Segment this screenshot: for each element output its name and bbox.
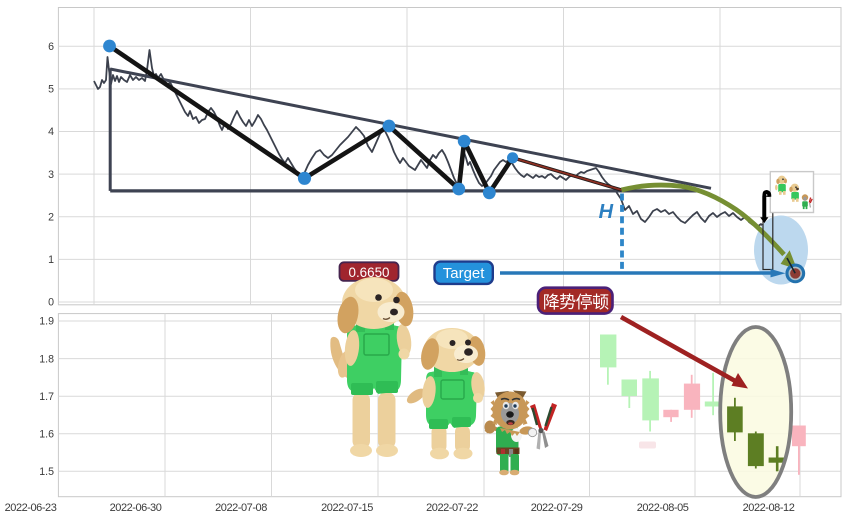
svg-text:2: 2 xyxy=(48,211,54,223)
svg-text:Target: Target xyxy=(443,265,486,282)
svg-text:1: 1 xyxy=(48,254,54,266)
svg-text:2022-07-29: 2022-07-29 xyxy=(531,502,583,514)
svg-text:2022-08-12: 2022-08-12 xyxy=(743,502,795,514)
svg-text:1.6: 1.6 xyxy=(39,428,54,440)
svg-text:2022-06-23: 2022-06-23 xyxy=(5,502,57,514)
svg-text:2022-06-30: 2022-06-30 xyxy=(110,502,162,514)
svg-text:0.6650: 0.6650 xyxy=(349,265,390,280)
svg-text:1.8: 1.8 xyxy=(39,353,54,365)
svg-text:6: 6 xyxy=(48,41,54,53)
svg-text:2022-08-05: 2022-08-05 xyxy=(637,502,689,514)
svg-text:1.5: 1.5 xyxy=(39,466,54,478)
svg-text:0: 0 xyxy=(48,297,54,309)
svg-text:1.9: 1.9 xyxy=(39,316,54,328)
svg-text:1.7: 1.7 xyxy=(39,391,54,403)
svg-text:3: 3 xyxy=(48,169,54,181)
svg-text:2022-07-22: 2022-07-22 xyxy=(426,502,478,514)
svg-text:H: H xyxy=(599,201,614,223)
svg-text:4: 4 xyxy=(48,126,54,138)
svg-text:5: 5 xyxy=(48,84,54,96)
svg-text:2022-07-15: 2022-07-15 xyxy=(321,502,373,514)
svg-text:降势停顿: 降势停顿 xyxy=(543,293,609,312)
svg-text:2022-07-08: 2022-07-08 xyxy=(215,502,267,514)
